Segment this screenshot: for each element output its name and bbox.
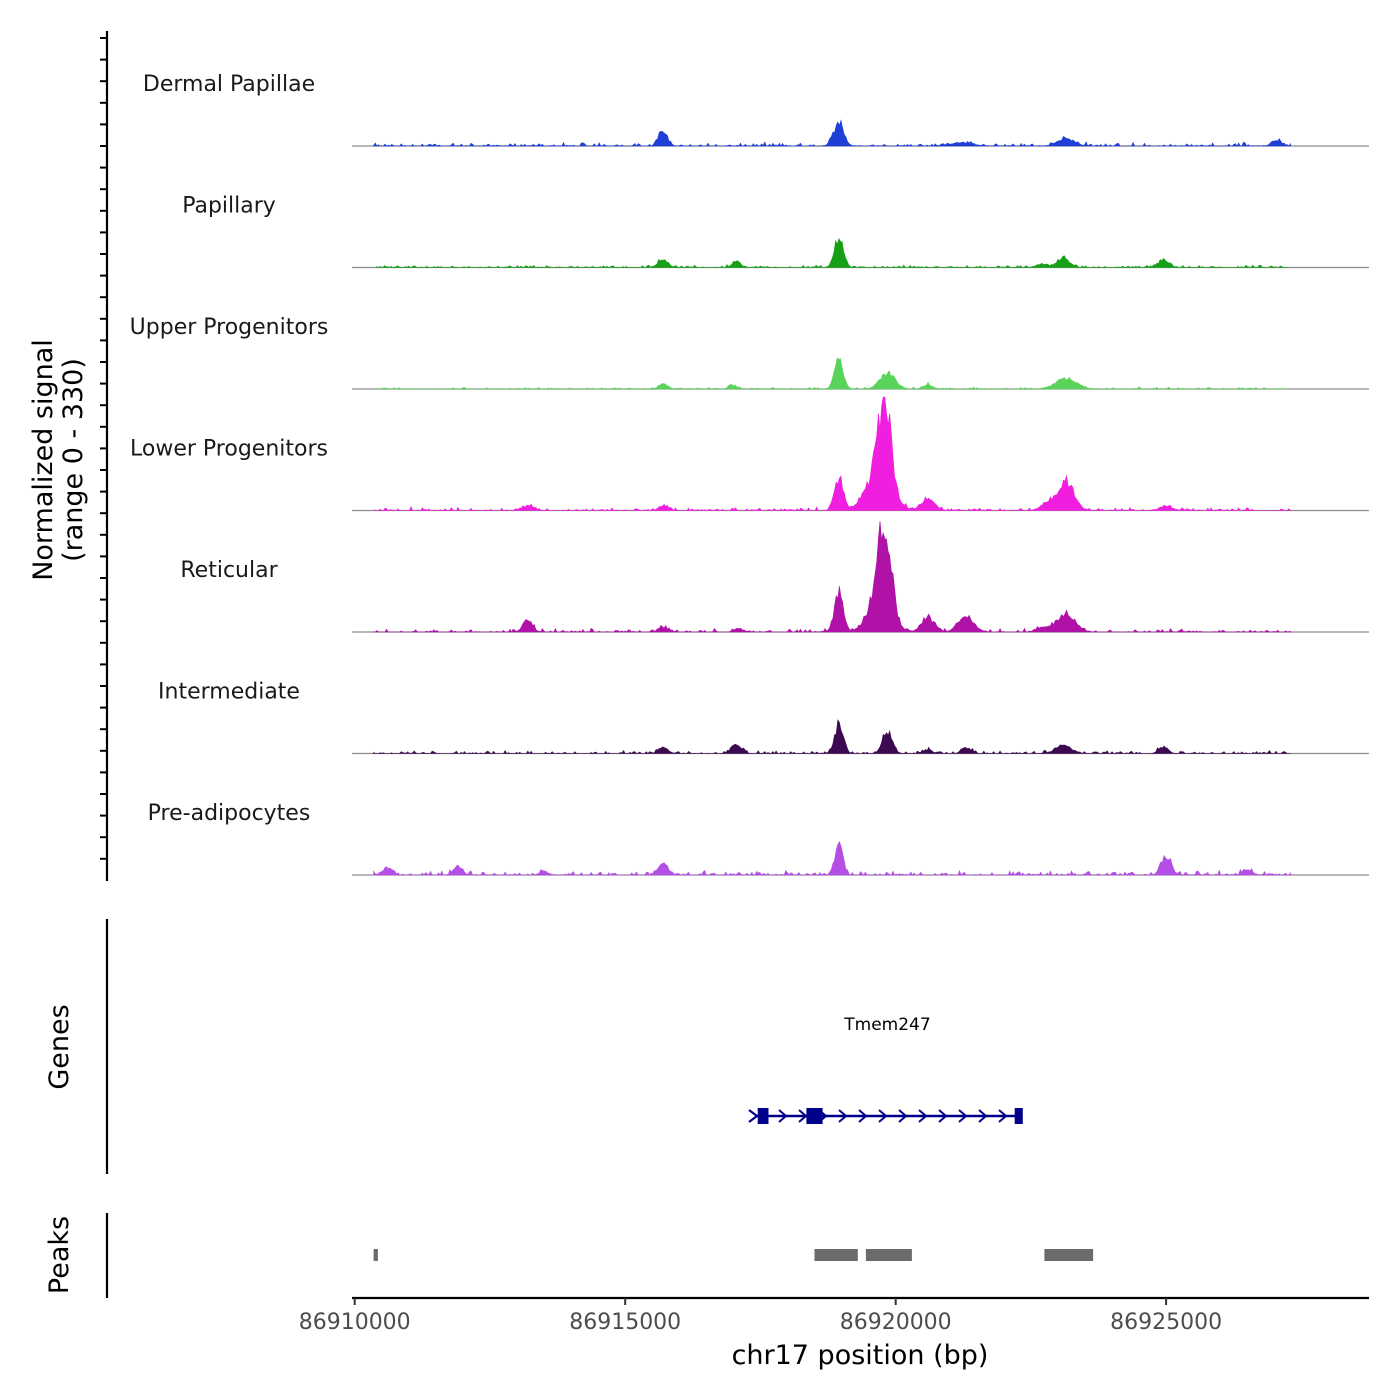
x-axis-ticks: 86910000 86915000 86920000 86925000 <box>299 1298 1222 1335</box>
peak-region <box>373 1249 378 1261</box>
y-axis-title-line2: (range 0 - 330) <box>58 358 89 562</box>
track-label: Intermediate <box>158 680 300 705</box>
x-tick-label: 86910000 <box>299 1310 411 1335</box>
peaks-track <box>373 1249 1094 1261</box>
x-axis-title: chr17 position (bp) <box>732 1340 989 1371</box>
strand-arrow <box>918 1109 928 1123</box>
strand-arrow <box>878 1109 888 1123</box>
track-reticular: Reticular <box>180 521 1369 633</box>
track-label: Papillary <box>182 194 276 219</box>
track-label: Dermal Papillae <box>143 72 315 97</box>
peak-region <box>1044 1249 1094 1261</box>
strand-arrow <box>898 1109 908 1123</box>
coverage-area <box>373 521 1291 633</box>
coverage-area <box>373 841 1291 876</box>
track-lower-progenitors: Lower Progenitors <box>130 396 1369 512</box>
peak-region <box>814 1249 858 1261</box>
track-label: Upper Progenitors <box>130 315 329 340</box>
exon <box>1014 1108 1023 1124</box>
x-tick-label: 86925000 <box>1110 1310 1222 1335</box>
peak-region <box>865 1249 912 1261</box>
strand-arrow <box>858 1109 868 1123</box>
strand-arrow <box>938 1109 948 1123</box>
track-intermediate: Intermediate <box>158 680 1369 755</box>
strand-arrow <box>958 1109 968 1123</box>
track-dermal-papillae: Dermal Papillae <box>143 72 1369 147</box>
strand-arrow <box>778 1109 788 1123</box>
coverage-area <box>373 119 1291 147</box>
gene-track: Tmem247 <box>748 1015 1023 1124</box>
coverage-area <box>376 238 1288 268</box>
peaks-axis-title: Peaks <box>44 1216 75 1294</box>
signal-axis-ticks <box>100 37 107 860</box>
strand-arrow <box>798 1109 808 1123</box>
y-axis-title-line1: Normalized signal <box>28 339 59 581</box>
exon <box>806 1108 823 1124</box>
genes-axis-title: Genes <box>44 1004 75 1089</box>
gene-start-arrow <box>748 1109 759 1123</box>
strand-arrow <box>838 1109 848 1123</box>
track-label: Lower Progenitors <box>130 437 328 462</box>
x-tick-label: 86915000 <box>569 1310 681 1335</box>
track-pre-adipocytes: Pre-adipocytes <box>148 801 1369 876</box>
coverage-tracks: Dermal Papillae Papillary Upper Progenitor… <box>130 72 1369 876</box>
coverage-area <box>373 719 1291 755</box>
strand-arrow <box>998 1109 1008 1123</box>
coverage-area <box>373 396 1292 512</box>
gene-label: Tmem247 <box>843 1015 930 1035</box>
x-tick-label: 86920000 <box>840 1310 952 1335</box>
coverage-area <box>376 357 1288 390</box>
exon <box>757 1108 769 1124</box>
track-papillary: Papillary <box>182 194 1369 269</box>
track-upper-progenitors: Upper Progenitors <box>130 315 1369 390</box>
track-label: Reticular <box>180 558 278 583</box>
track-label: Pre-adipocytes <box>148 801 311 826</box>
strand-arrow <box>978 1109 988 1123</box>
